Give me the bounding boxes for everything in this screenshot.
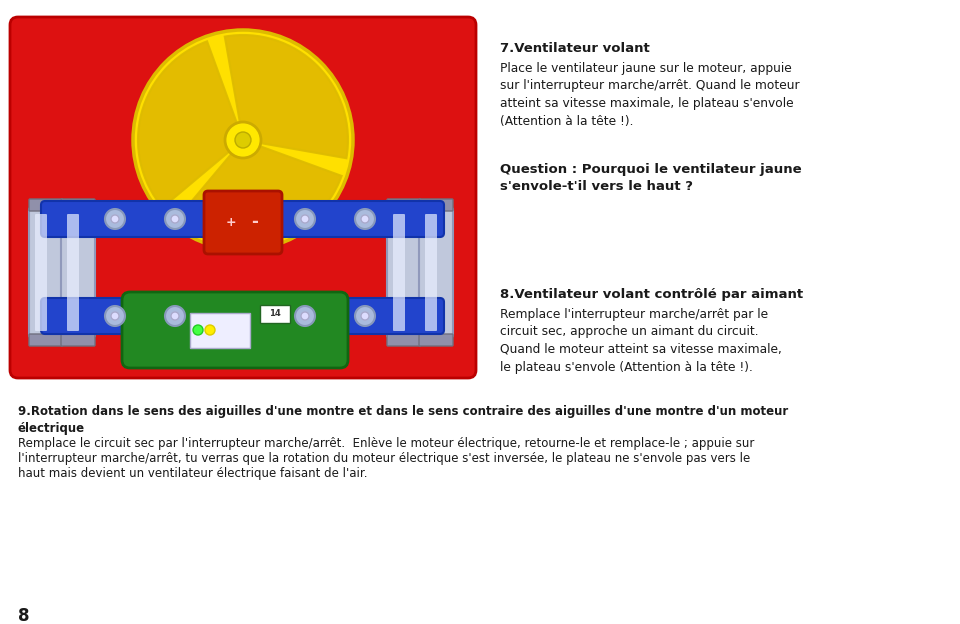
FancyBboxPatch shape bbox=[204, 191, 282, 254]
Circle shape bbox=[111, 312, 119, 320]
Circle shape bbox=[355, 306, 375, 326]
FancyBboxPatch shape bbox=[387, 334, 421, 346]
FancyBboxPatch shape bbox=[393, 214, 405, 331]
Text: Remplace le circuit sec par l'interrupteur marche/arrêt.  Enlève le moteur élect: Remplace le circuit sec par l'interrupte… bbox=[18, 437, 755, 450]
Text: Place le ventilateur jaune sur le moteur, appuie
sur l'interrupteur marche/arrêt: Place le ventilateur jaune sur le moteur… bbox=[500, 62, 800, 127]
Circle shape bbox=[133, 30, 353, 250]
FancyBboxPatch shape bbox=[29, 199, 63, 211]
Text: Remplace l'interrupteur marche/arrêt par le
circuit sec, approche un aimant du c: Remplace l'interrupteur marche/arrêt par… bbox=[500, 308, 781, 374]
FancyBboxPatch shape bbox=[61, 334, 95, 346]
Bar bbox=[260, 305, 290, 323]
FancyBboxPatch shape bbox=[387, 199, 421, 211]
Text: 7.Ventilateur volant: 7.Ventilateur volant bbox=[500, 42, 650, 55]
Circle shape bbox=[235, 132, 251, 148]
Circle shape bbox=[295, 209, 315, 229]
Text: -: - bbox=[252, 213, 258, 231]
Circle shape bbox=[225, 122, 261, 158]
FancyBboxPatch shape bbox=[29, 207, 63, 338]
FancyBboxPatch shape bbox=[61, 199, 95, 211]
FancyBboxPatch shape bbox=[61, 207, 95, 338]
Circle shape bbox=[171, 215, 179, 223]
Text: 9.Rotation dans le sens des aiguilles d'une montre et dans le sens contraire des: 9.Rotation dans le sens des aiguilles d'… bbox=[18, 405, 788, 418]
FancyBboxPatch shape bbox=[41, 201, 444, 237]
FancyBboxPatch shape bbox=[425, 214, 437, 331]
Circle shape bbox=[205, 325, 215, 335]
FancyBboxPatch shape bbox=[419, 334, 453, 346]
Circle shape bbox=[105, 306, 125, 326]
Circle shape bbox=[361, 215, 369, 223]
Circle shape bbox=[295, 306, 315, 326]
Circle shape bbox=[165, 209, 185, 229]
FancyBboxPatch shape bbox=[122, 292, 348, 368]
Wedge shape bbox=[225, 35, 348, 158]
Text: 8: 8 bbox=[18, 607, 30, 624]
Text: haut mais devient un ventilateur électrique faisant de l'air.: haut mais devient un ventilateur électri… bbox=[18, 467, 368, 480]
FancyBboxPatch shape bbox=[419, 207, 453, 338]
FancyBboxPatch shape bbox=[29, 334, 63, 346]
Circle shape bbox=[193, 325, 203, 335]
Text: 14: 14 bbox=[269, 310, 281, 318]
Circle shape bbox=[165, 306, 185, 326]
Text: +: + bbox=[226, 215, 236, 228]
FancyBboxPatch shape bbox=[41, 298, 444, 334]
Circle shape bbox=[355, 209, 375, 229]
FancyBboxPatch shape bbox=[67, 214, 79, 331]
Circle shape bbox=[171, 312, 179, 320]
Text: Question : Pourquoi le ventilateur jaune
s'envole-t'il vers le haut ?: Question : Pourquoi le ventilateur jaune… bbox=[500, 163, 802, 193]
FancyBboxPatch shape bbox=[419, 199, 453, 211]
Circle shape bbox=[301, 215, 309, 223]
FancyBboxPatch shape bbox=[387, 207, 421, 338]
Wedge shape bbox=[176, 145, 342, 245]
FancyBboxPatch shape bbox=[10, 17, 476, 378]
Circle shape bbox=[301, 312, 309, 320]
Text: électrique: électrique bbox=[18, 422, 85, 435]
Text: l'interrupteur marche/arrêt, tu verras que la rotation du moteur électrique s'es: l'interrupteur marche/arrêt, tu verras q… bbox=[18, 452, 751, 465]
Bar bbox=[190, 313, 250, 348]
Text: 8.Ventilateur volant contrôlé par aimant: 8.Ventilateur volant contrôlé par aimant bbox=[500, 288, 804, 301]
Circle shape bbox=[361, 312, 369, 320]
Circle shape bbox=[105, 209, 125, 229]
FancyBboxPatch shape bbox=[35, 214, 47, 331]
Wedge shape bbox=[138, 41, 238, 208]
Circle shape bbox=[111, 215, 119, 223]
